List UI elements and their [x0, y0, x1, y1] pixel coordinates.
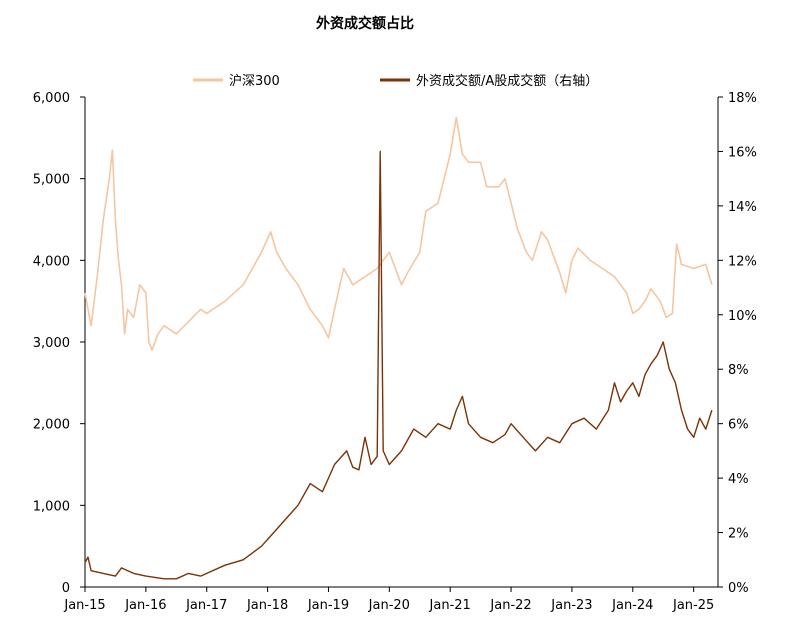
x-tick-label: Jan-19: [307, 598, 349, 613]
x-tick-label: Jan-20: [368, 598, 410, 613]
x-tick-label: Jan-17: [185, 598, 227, 613]
x-tick-label: Jan-25: [672, 598, 714, 613]
y-right-tick-label: 14%: [728, 200, 757, 215]
y-right-tick-label: 8%: [728, 363, 749, 378]
x-tick-label: Jan-21: [429, 598, 471, 613]
y-left-tick-label: 1,000: [33, 499, 70, 514]
y-right-tick-label: 18%: [728, 91, 757, 106]
y-left-tick-label: 4,000: [33, 254, 70, 269]
y-left-tick-label: 6,000: [33, 91, 70, 106]
x-tick-label: Jan-18: [246, 598, 288, 613]
y-right-tick-label: 10%: [728, 309, 757, 324]
y-right-tick-label: 0%: [728, 581, 749, 596]
x-tick-label: Jan-15: [63, 598, 105, 613]
y-left-tick-label: 5,000: [33, 173, 70, 188]
y-right-tick-label: 16%: [728, 145, 757, 160]
y-right-tick-label: 6%: [728, 418, 749, 433]
y-left-tick-label: 2,000: [33, 418, 70, 433]
y-right-tick-label: 2%: [728, 527, 749, 542]
x-tick-label: Jan-22: [489, 598, 531, 613]
y-left-tick-label: 3,000: [33, 336, 70, 351]
series-line-1: [84, 150, 713, 580]
y-left-tick-label: 0: [62, 581, 70, 596]
legend-label-1: 外资成交额/A股成交额（右轴）: [416, 73, 598, 89]
x-tick-label: Jan-23: [550, 598, 592, 613]
x-tick-label: Jan-16: [124, 598, 166, 613]
y-right-tick-label: 4%: [728, 472, 749, 487]
series-line-0: [84, 116, 713, 351]
legend-label-0: 沪深300: [229, 73, 280, 89]
y-right-tick-label: 12%: [728, 254, 757, 269]
x-tick-label: Jan-24: [611, 598, 653, 613]
chart-title: 外资成交额占比: [316, 15, 414, 32]
